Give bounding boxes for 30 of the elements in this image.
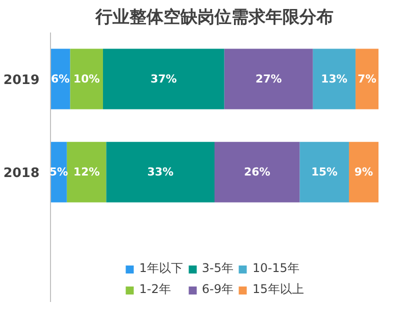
bar <box>224 48 313 110</box>
bar <box>300 142 349 202</box>
data-label: 7% <box>358 72 376 86</box>
data-label: 13% <box>321 72 348 86</box>
data-label: 27% <box>255 72 282 86</box>
data-label: 15% <box>311 166 338 179</box>
legend-label: 6-9年 <box>202 281 234 298</box>
bar <box>312 48 356 110</box>
y-tick-label: 2019 <box>3 73 40 88</box>
bar <box>70 48 103 110</box>
bar <box>106 142 214 202</box>
legend-label: 15年以上 <box>252 281 304 298</box>
bar <box>102 48 224 110</box>
data-label: 12% <box>73 166 100 179</box>
data-label: 26% <box>244 166 270 179</box>
data-label: 10% <box>73 72 100 86</box>
legend-label: 3-5年 <box>202 260 234 277</box>
data-label: 9% <box>354 166 374 179</box>
data-label: 33% <box>147 166 174 179</box>
y-tick-label: 2018 <box>3 166 40 182</box>
data-label: 37% <box>150 72 177 86</box>
bar <box>356 48 378 110</box>
legend-label: 1年以下 <box>139 260 183 277</box>
bar <box>348 142 378 202</box>
bar <box>214 142 300 202</box>
chart-title: 行业整体空缺岗位需求年限分布 <box>94 8 334 28</box>
legend-label: 10-15年 <box>252 260 300 277</box>
bar <box>66 142 106 202</box>
legend-label: 1-2年 <box>139 281 171 298</box>
data-label: 6% <box>51 72 70 86</box>
